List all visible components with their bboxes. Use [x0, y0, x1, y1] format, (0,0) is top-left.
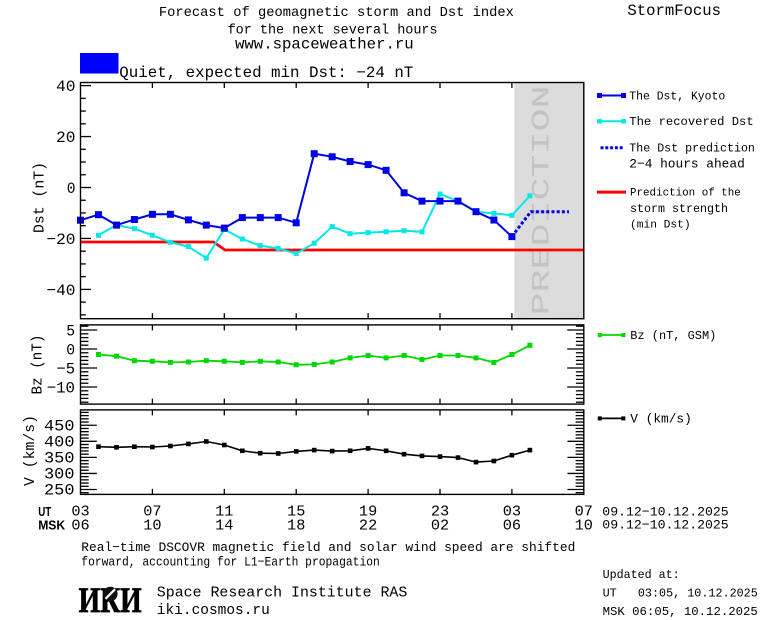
- svg-text:PREDICTION: PREDICTION: [527, 86, 556, 316]
- svg-text:−40: −40: [46, 282, 75, 300]
- svg-text:Forecast of geomagnetic storm: Forecast of geomagnetic storm and Dst in…: [159, 5, 514, 21]
- svg-text:10: 10: [575, 517, 593, 535]
- svg-text:ИКИ: ИКИ: [79, 580, 142, 620]
- svg-text:450: 450: [44, 418, 75, 436]
- svg-text:0: 0: [66, 342, 75, 360]
- svg-text:storm strength: storm strength: [630, 202, 728, 216]
- svg-text:Real−time DSCOVR magnetic fiel: Real−time DSCOVR magnetic field and sola…: [81, 540, 575, 555]
- svg-text:19: 19: [359, 503, 377, 521]
- svg-text:0: 0: [67, 180, 76, 198]
- svg-text:Bz (nT, GSM): Bz (nT, GSM): [630, 329, 716, 343]
- svg-text:11: 11: [215, 503, 233, 521]
- svg-text:250: 250: [44, 482, 75, 500]
- svg-text:UT: UT: [38, 505, 51, 519]
- svg-text:MSK: MSK: [38, 519, 65, 533]
- svg-text:350: 350: [44, 450, 75, 468]
- svg-text:Dst (nT): Dst (nT): [32, 162, 49, 233]
- svg-text:15: 15: [287, 503, 305, 521]
- svg-text:10: 10: [143, 517, 161, 535]
- svg-text:300: 300: [44, 466, 75, 484]
- svg-text:18: 18: [287, 517, 305, 535]
- svg-text:40: 40: [56, 78, 76, 96]
- svg-text:07: 07: [143, 503, 161, 521]
- svg-text:20: 20: [56, 129, 76, 147]
- svg-text:Prediction of the: Prediction of the: [630, 187, 741, 199]
- svg-text:V (km/s): V (km/s): [630, 411, 692, 426]
- svg-text:(min Dst): (min Dst): [630, 220, 691, 232]
- svg-text:06: 06: [503, 517, 521, 535]
- svg-text:09.12−10.12.2025: 09.12−10.12.2025: [602, 518, 728, 533]
- svg-text:Space Research Institute RAS: Space Research Institute RAS: [157, 586, 407, 602]
- svg-text:iki.cosmos.ru: iki.cosmos.ru: [157, 603, 270, 619]
- svg-text:The Dst prediction: The Dst prediction: [629, 143, 755, 156]
- svg-text:22: 22: [359, 517, 377, 535]
- svg-text:14: 14: [215, 517, 233, 535]
- svg-text:06: 06: [71, 517, 89, 535]
- svg-text:www.spaceweather.ru: www.spaceweather.ru: [235, 36, 414, 54]
- svg-text:for the next several hours: for the next several hours: [228, 23, 438, 38]
- svg-text:UT 03:05, 10.12.2025: UT 03:05, 10.12.2025: [603, 587, 758, 601]
- svg-text:09.12−10.12.2025: 09.12−10.12.2025: [602, 504, 728, 519]
- svg-text:forward, accounting for L1−Ear: forward, accounting for L1−Earth propaga…: [81, 554, 380, 569]
- svg-text:2−4 hours ahead: 2−4 hours ahead: [629, 156, 745, 171]
- svg-text:03: 03: [503, 503, 521, 521]
- svg-text:Quiet, expected min Dst: −24 n: Quiet, expected min Dst: −24 nT: [119, 64, 413, 82]
- svg-text:03: 03: [71, 503, 89, 521]
- svg-text:MSK 06:05, 10.12.2025: MSK 06:05, 10.12.2025: [603, 605, 758, 619]
- svg-text:400: 400: [44, 434, 75, 452]
- svg-text:Updated at:: Updated at:: [603, 568, 680, 582]
- svg-text:−5: −5: [56, 361, 75, 379]
- svg-text:The Dst, Kyoto: The Dst, Kyoto: [629, 90, 725, 104]
- svg-text:StormFocus: StormFocus: [627, 2, 721, 20]
- svg-text:−10: −10: [47, 380, 75, 398]
- svg-text:5: 5: [66, 323, 75, 341]
- svg-text:The recovered Dst: The recovered Dst: [629, 115, 753, 129]
- svg-text:V (km/s): V (km/s): [22, 415, 39, 486]
- svg-text:07: 07: [575, 503, 593, 521]
- svg-text:Bz (nT): Bz (nT): [30, 335, 47, 395]
- svg-text:23: 23: [431, 503, 449, 521]
- svg-text:−20: −20: [46, 231, 75, 249]
- svg-text:02: 02: [431, 517, 449, 535]
